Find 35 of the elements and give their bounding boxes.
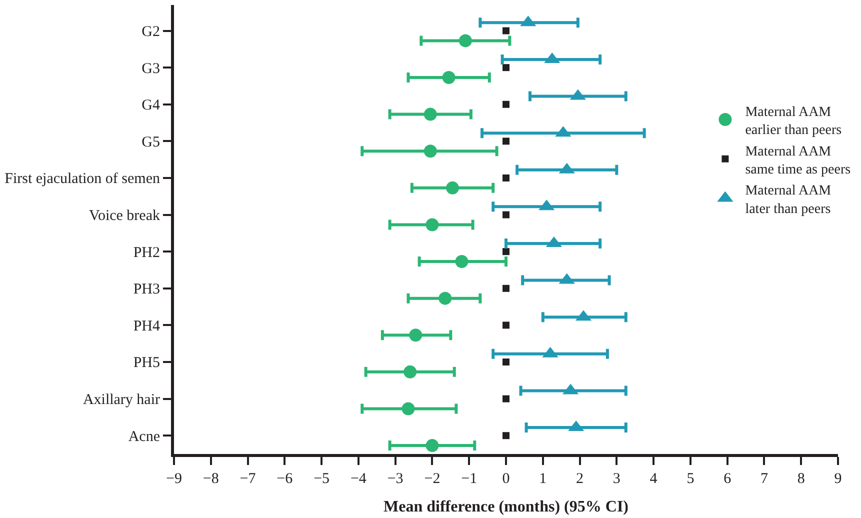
x-tick-label: 0 [502,471,510,487]
x-tick-label: −4 [350,471,367,487]
legend-label: Maternal AAM same time as peers [745,144,851,178]
y-tick-label: PH3 [133,282,160,298]
x-tick-label: −8 [202,471,219,487]
x-tick-label: −9 [166,471,182,487]
x-tick-label: −1 [461,471,478,487]
x-tick-label: −5 [314,471,330,487]
x-tick-label: −3 [387,471,404,487]
legend-label: Maternal AAM earlier than peers [745,104,842,138]
y-tick-label: PH5 [133,355,160,372]
x-tick-label: 6 [724,471,732,487]
x-tick-label: 4 [650,471,658,487]
x-tick-label: 8 [797,471,805,487]
x-tick-label: 2 [576,471,584,487]
x-tick-label: −6 [276,471,294,487]
y-tick-label: Voice break [89,208,160,224]
y-tick-label: Acne [128,428,160,445]
y-tick-label: G4 [142,98,160,114]
x-tick-label: 9 [834,471,842,487]
y-tick-label: PH2 [133,244,160,261]
y-tick-label: Axillary hair [82,392,160,408]
x-tick-label: 7 [760,471,768,487]
x-axis-title: Mean difference (months) (95% CI) [384,498,628,516]
x-tick-label: 5 [686,471,694,487]
x-tick-label: −7 [240,471,256,487]
x-tick-label: 3 [612,471,620,487]
x-tick-label: 1 [539,471,547,487]
y-tick-label: First ejaculation of semen [4,171,160,188]
legend-label: Maternal AAM later than peers [745,184,832,217]
y-tick-label: G3 [142,60,160,77]
y-tick-label: PH4 [133,318,160,334]
y-tick-label: G5 [142,134,160,150]
y-tick-label: G2 [142,24,160,40]
x-tick-label: −2 [424,471,440,487]
